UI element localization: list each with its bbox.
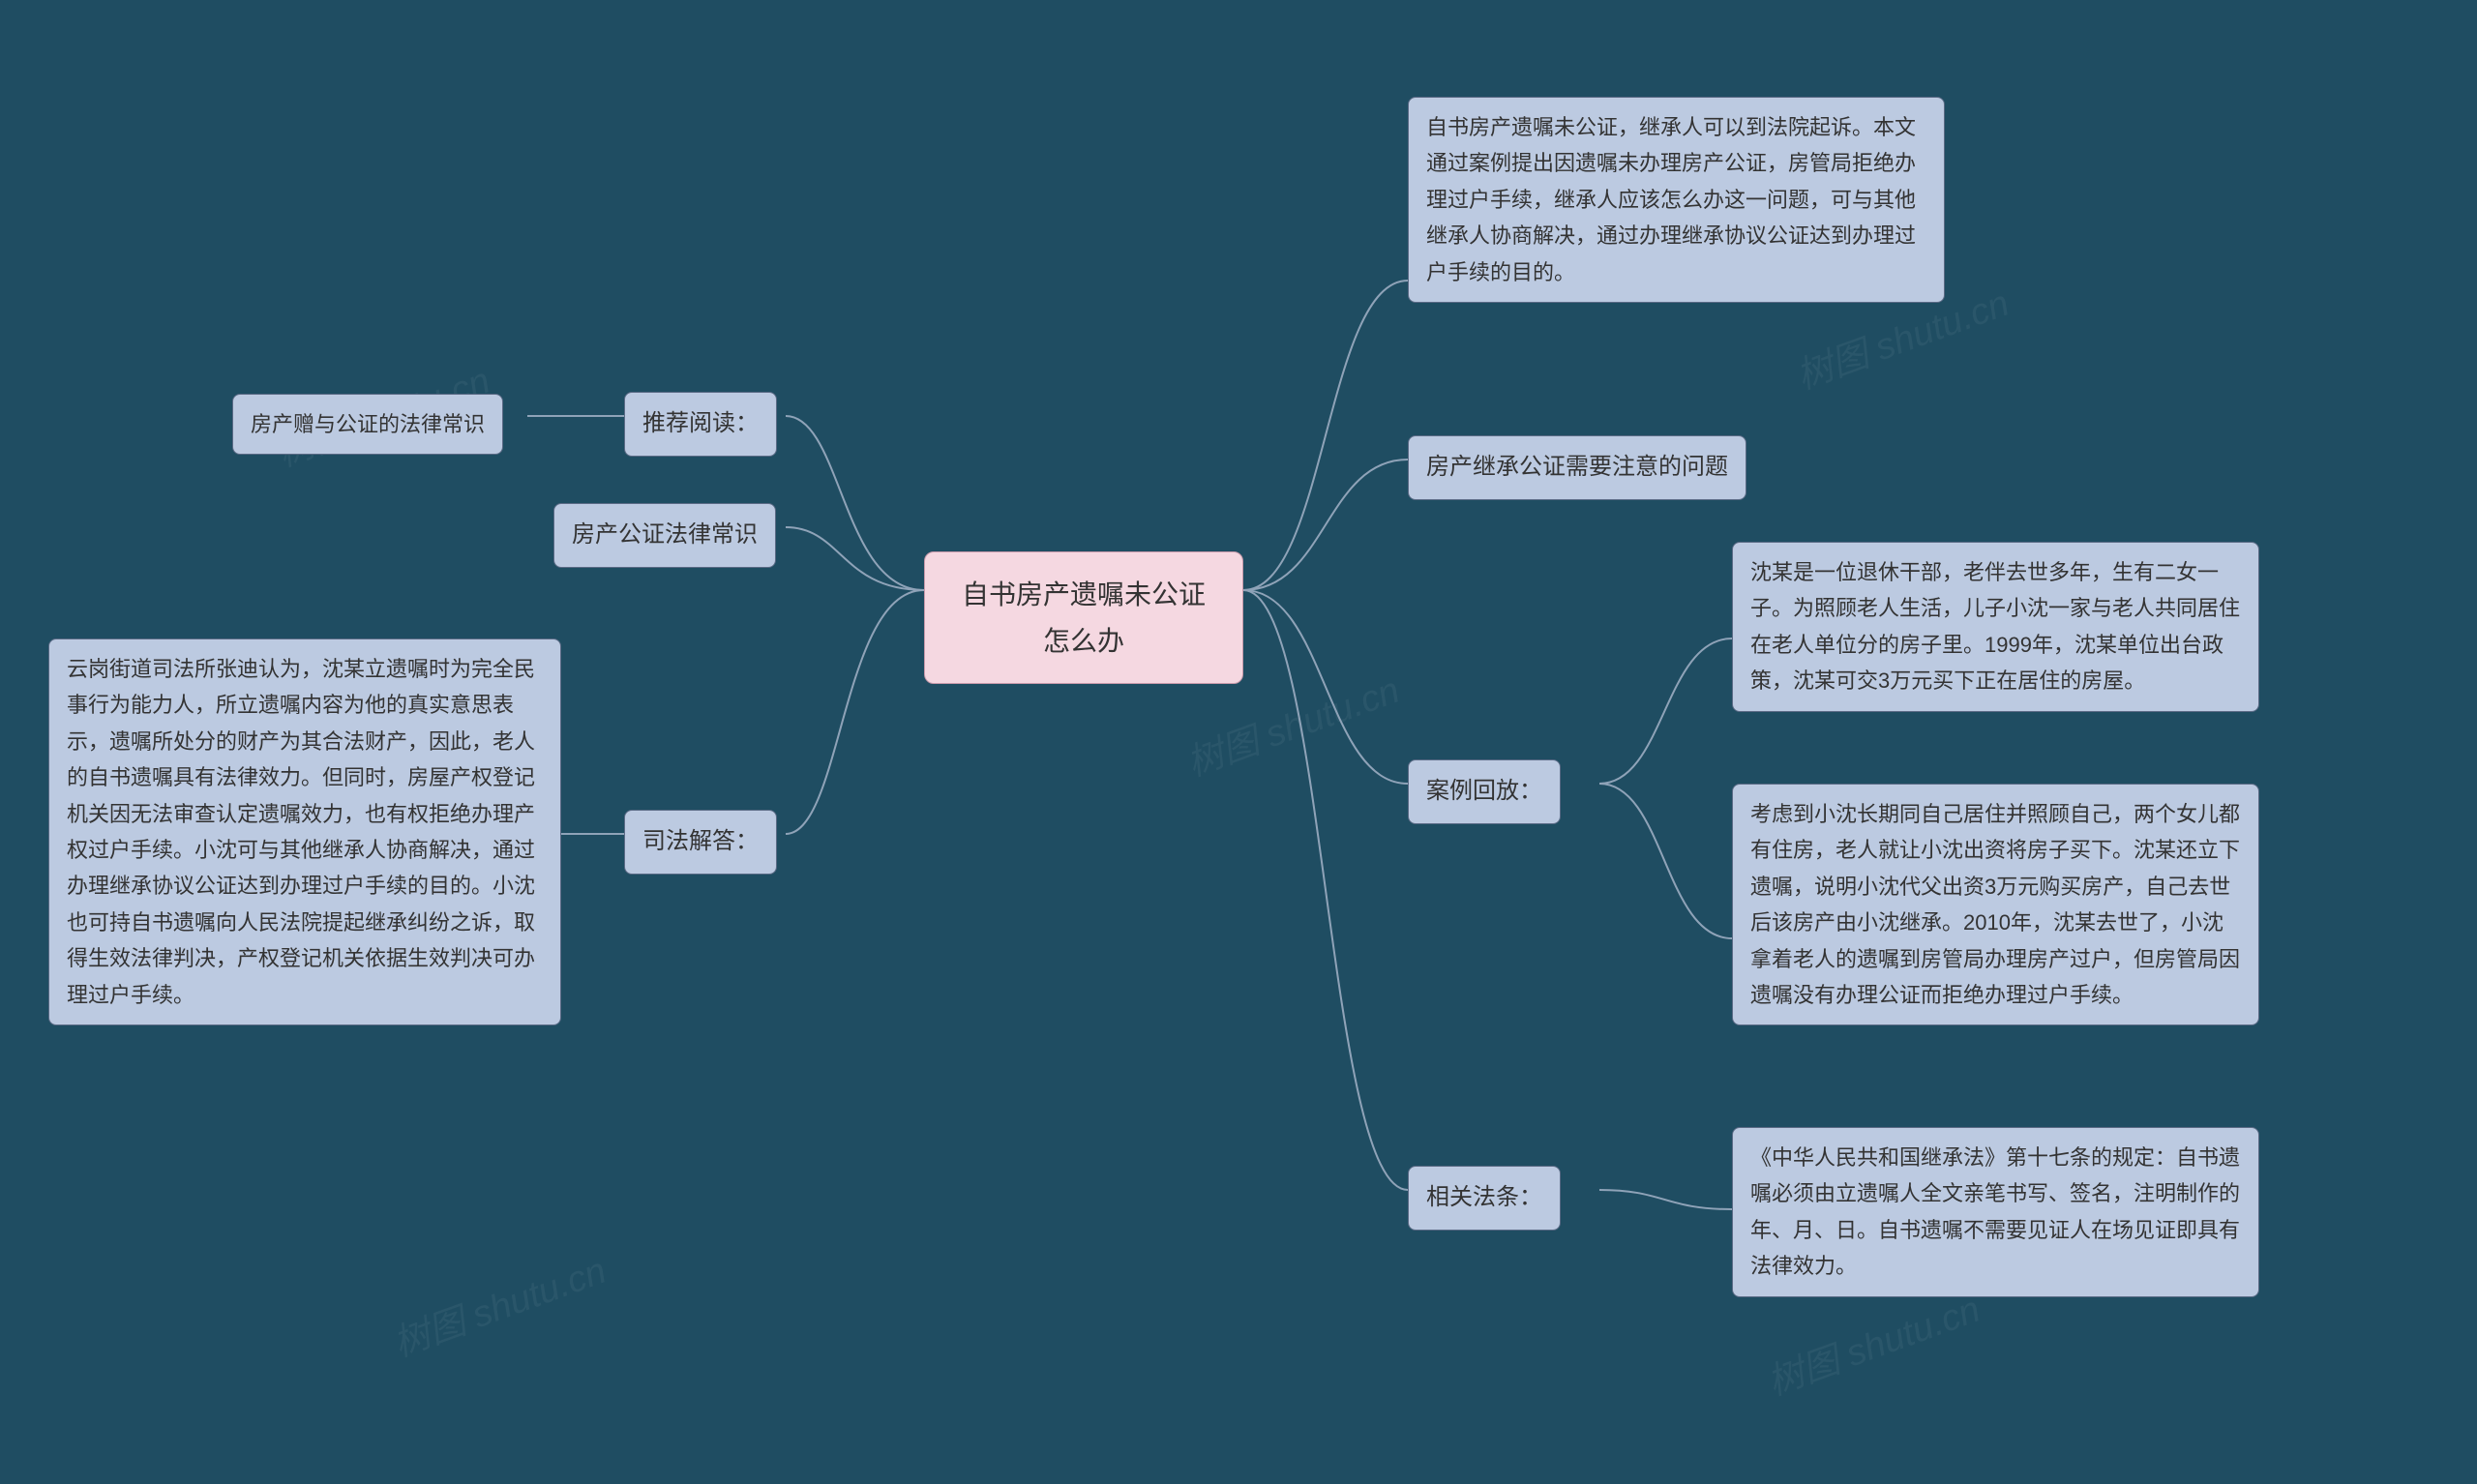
law-title: 相关法条： bbox=[1408, 1166, 1561, 1231]
notice-title: 房产继承公证需要注意的问题 bbox=[1408, 435, 1746, 500]
case-paragraph-1: 沈某是一位退休干部，老伴去世多年，生有二女一子。为照顾老人生活，儿子小沈一家与老… bbox=[1732, 542, 2259, 712]
recommend-title: 推荐阅读： bbox=[624, 392, 777, 457]
center-topic: 自书房产遗嘱未公证怎么办 bbox=[924, 551, 1243, 684]
answer-title: 司法解答： bbox=[624, 810, 777, 875]
intro-paragraph: 自书房产遗嘱未公证，继承人可以到法院起诉。本文通过案例提出因遗嘱未办理房产公证，… bbox=[1408, 97, 1945, 303]
watermark: 树图 shutu.cn bbox=[385, 1240, 612, 1366]
law-text: 《中华人民共和国继承法》第十七条的规定：自书遗嘱必须由立遗嘱人全文亲笔书写、签名… bbox=[1732, 1127, 2259, 1297]
case-title: 案例回放： bbox=[1408, 759, 1561, 824]
knowledge-title: 房产公证法律常识 bbox=[553, 503, 776, 568]
answer-text: 云岗街道司法所张迪认为，沈某立遗嘱时为完全民事行为能力人，所立遗嘱内容为他的真实… bbox=[48, 638, 561, 1025]
recommend-sub: 房产赠与公证的法律常识 bbox=[232, 394, 503, 455]
watermark: 树图 shutu.cn bbox=[1759, 1279, 1986, 1405]
case-paragraph-2: 考虑到小沈长期同自己居住并照顾自己，两个女儿都有住房，老人就让小沈出资将房子买下… bbox=[1732, 784, 2259, 1025]
